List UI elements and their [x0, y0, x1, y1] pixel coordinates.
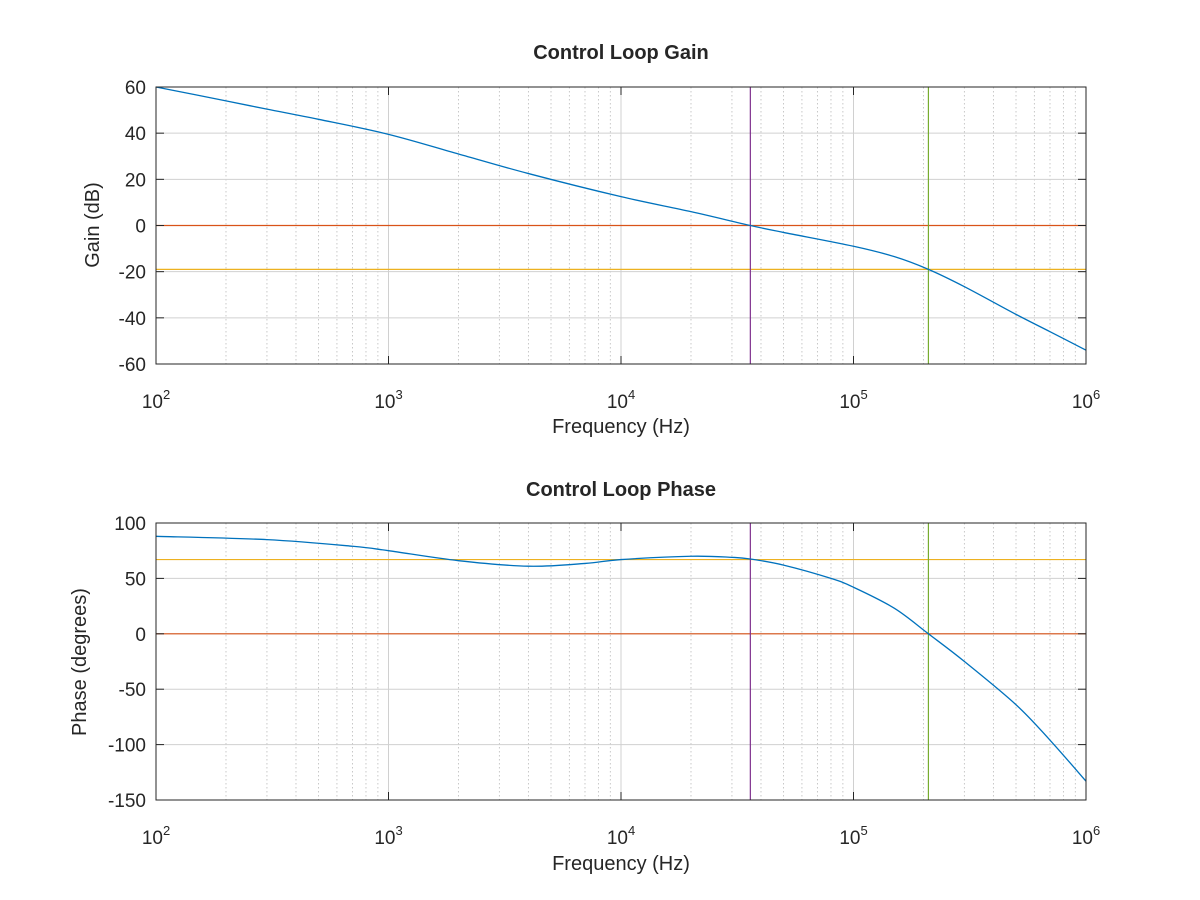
phase-y-tick-label: -150 [108, 791, 146, 812]
gain-y-tick-label: 60 [125, 78, 146, 99]
gain-reference-lines [156, 87, 1086, 364]
gain-x-tick-label: 103 [374, 387, 402, 413]
phase-x-tick-label: 105 [839, 823, 867, 849]
gain-y-tick-label: -20 [119, 263, 146, 284]
phase-series-line-0 [155, 535, 1087, 782]
phase-x-tick-label: 103 [374, 823, 402, 849]
gain-x-tick-label: 106 [1072, 387, 1100, 413]
phase-ticks: 100 50 0 -50 -100 -150 102 103 104 105 106 [108, 514, 1100, 849]
gain-series-line-0 [155, 86, 1087, 351]
phase-y-tick-label: 0 [135, 625, 146, 646]
gain-chart: Control Loop Gain Gain (dB) Frequency (H… [82, 42, 1100, 438]
phase-y-tick-label: 50 [125, 569, 146, 590]
phase-x-axis-label: Frequency (Hz) [552, 853, 690, 875]
gain-y-tick-label: -60 [119, 355, 146, 376]
gain-x-axis-label: Frequency (Hz) [552, 416, 690, 438]
phase-x-tick-label: 104 [607, 823, 635, 849]
gain-ticks: 60 40 20 0 -20 -40 -60 102 103 104 105 106 [119, 78, 1101, 413]
gain-x-tick-label: 104 [607, 387, 635, 413]
phase-y-axis-label: Phase (degrees) [69, 588, 91, 736]
gain-x-tick-label: 102 [142, 387, 170, 413]
gain-y-tick-label: 20 [125, 170, 146, 191]
phase-x-tick-label: 106 [1072, 823, 1100, 849]
gain-series [155, 86, 1087, 351]
gain-y-tick-label: 40 [125, 124, 146, 145]
gain-chart-title: Control Loop Gain [533, 42, 709, 64]
phase-series [155, 535, 1087, 782]
gain-y-tick-label: -40 [119, 309, 146, 330]
phase-chart: Control Loop Phase Phase (degrees) Frequ… [69, 479, 1100, 875]
gain-y-axis-label: Gain (dB) [82, 182, 104, 268]
gain-y-tick-label: 0 [135, 217, 146, 238]
phase-x-tick-label: 102 [142, 823, 170, 849]
phase-y-tick-label: -100 [108, 736, 146, 757]
phase-y-tick-label: -50 [119, 680, 146, 701]
phase-y-tick-label: 100 [114, 514, 146, 535]
phase-chart-title: Control Loop Phase [526, 479, 716, 501]
gain-x-tick-label: 105 [839, 387, 867, 413]
